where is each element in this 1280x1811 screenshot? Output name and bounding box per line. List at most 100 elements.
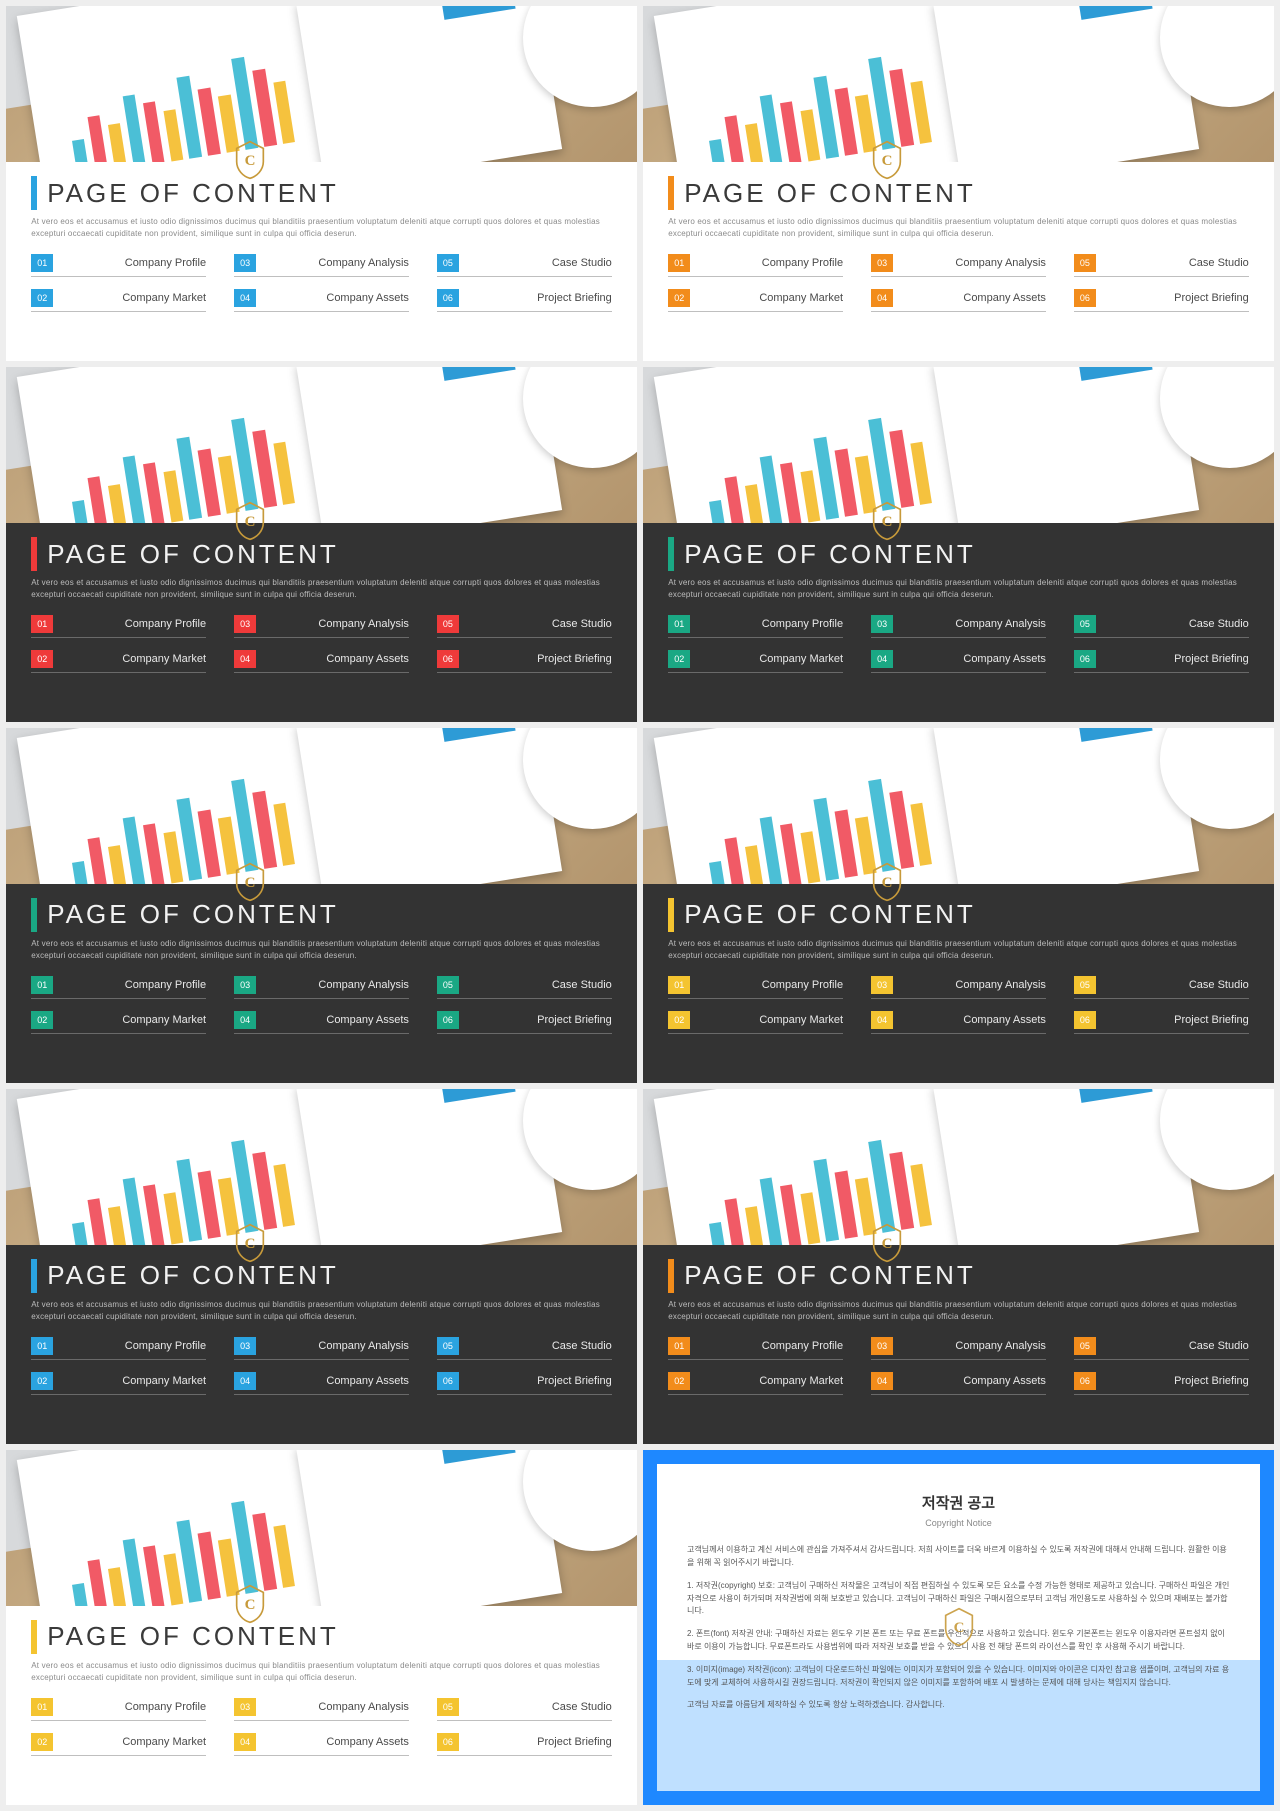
toc-item[interactable]: 05 Case Studio <box>1074 615 1249 638</box>
page-title: PAGE OF CONTENT <box>684 539 976 570</box>
toc-item[interactable]: 04 Company Assets <box>234 1372 409 1395</box>
toc-item[interactable]: 02 Company Market <box>31 1372 206 1395</box>
toc-item[interactable]: 02 Company Market <box>668 289 843 312</box>
title-accent-bar <box>31 176 37 210</box>
toc-item[interactable]: 04 Company Assets <box>871 1372 1046 1395</box>
toc-item[interactable]: 02 Company Market <box>31 650 206 673</box>
toc-item[interactable]: 06 Project Briefing <box>437 289 612 312</box>
toc-label: Case Studio <box>469 1701 612 1713</box>
toc-item[interactable]: 04 Company Assets <box>234 289 409 312</box>
toc-label: Company Analysis <box>903 257 1046 269</box>
toc-item[interactable]: 05 Case Studio <box>437 1698 612 1721</box>
toc-number: 06 <box>437 650 459 668</box>
toc-label: Project Briefing <box>1106 1014 1249 1026</box>
title-accent-bar <box>668 898 674 932</box>
toc-number: 06 <box>437 1733 459 1751</box>
toc-number: 02 <box>31 289 53 307</box>
toc-number: 06 <box>1074 289 1096 307</box>
toc-item[interactable]: 06 Project Briefing <box>1074 1011 1249 1034</box>
toc-item[interactable]: 01 Company Profile <box>31 1337 206 1360</box>
toc-item[interactable]: 02 Company Market <box>668 1011 843 1034</box>
toc-item[interactable]: 06 Project Briefing <box>1074 289 1249 312</box>
toc-item[interactable]: 05 Case Studio <box>437 976 612 999</box>
toc-item[interactable]: 05 Case Studio <box>1074 1337 1249 1360</box>
toc-item[interactable]: 03 Company Analysis <box>871 1337 1046 1360</box>
toc-item[interactable]: 03 Company Analysis <box>234 254 409 277</box>
toc-grid: 01 Company Profile 03 Company Analysis 0… <box>31 254 612 312</box>
slide-1: C PAGE OF CONTENT At vero eos et accusam… <box>6 6 637 361</box>
toc-item[interactable]: 03 Company Analysis <box>871 615 1046 638</box>
toc-label: Company Analysis <box>903 1340 1046 1352</box>
toc-item[interactable]: 04 Company Assets <box>234 650 409 673</box>
toc-label: Company Profile <box>700 979 843 991</box>
hero-photo <box>6 367 637 537</box>
toc-item[interactable]: 06 Project Briefing <box>437 1372 612 1395</box>
toc-item[interactable]: 06 Project Briefing <box>437 650 612 673</box>
toc-item[interactable]: 01 Company Profile <box>668 1337 843 1360</box>
toc-item[interactable]: 06 Project Briefing <box>1074 650 1249 673</box>
toc-item[interactable]: 03 Company Analysis <box>234 615 409 638</box>
toc-item[interactable]: 01 Company Profile <box>31 615 206 638</box>
toc-item[interactable]: 02 Company Market <box>668 650 843 673</box>
toc-label: Case Studio <box>469 979 612 991</box>
toc-label: Company Analysis <box>903 618 1046 630</box>
toc-item[interactable]: 04 Company Assets <box>871 1011 1046 1034</box>
toc-item[interactable]: 06 Project Briefing <box>1074 1372 1249 1395</box>
toc-item[interactable]: 01 Company Profile <box>668 615 843 638</box>
toc-item[interactable]: 04 Company Assets <box>871 650 1046 673</box>
toc-item[interactable]: 01 Company Profile <box>31 976 206 999</box>
toc-item[interactable]: 05 Case Studio <box>437 1337 612 1360</box>
hero-photo <box>6 728 637 898</box>
toc-label: Case Studio <box>469 1340 612 1352</box>
toc-item[interactable]: 04 Company Assets <box>234 1011 409 1034</box>
content-band: C PAGE OF CONTENT At vero eos et accusam… <box>6 1606 637 1805</box>
page-description: At vero eos et accusamus et iusto odio d… <box>31 1299 612 1323</box>
copyright-paragraph: 고객님께서 이용하고 계신 서비스에 관심을 가져주셔서 감사드립니다. 저희 … <box>687 1544 1230 1570</box>
toc-item[interactable]: 01 Company Profile <box>668 976 843 999</box>
toc-number: 04 <box>871 1011 893 1029</box>
title-accent-bar <box>31 1620 37 1654</box>
hero-photo <box>643 728 1274 898</box>
toc-item[interactable]: 02 Company Market <box>31 1011 206 1034</box>
toc-item[interactable]: 05 Case Studio <box>1074 976 1249 999</box>
watermark-icon: C <box>233 501 267 541</box>
toc-label: Company Market <box>63 1736 206 1748</box>
toc-item[interactable]: 03 Company Analysis <box>234 976 409 999</box>
page-description: At vero eos et accusamus et iusto odio d… <box>668 577 1249 601</box>
toc-label: Project Briefing <box>469 1014 612 1026</box>
page-title: PAGE OF CONTENT <box>684 899 976 930</box>
toc-item[interactable]: 01 Company Profile <box>31 1698 206 1721</box>
page-description: At vero eos et accusamus et iusto odio d… <box>31 938 612 962</box>
toc-number: 01 <box>31 615 53 633</box>
toc-number: 05 <box>1074 976 1096 994</box>
toc-item[interactable]: 03 Company Analysis <box>234 1698 409 1721</box>
toc-item[interactable]: 02 Company Market <box>31 1733 206 1756</box>
toc-item[interactable]: 06 Project Briefing <box>437 1733 612 1756</box>
toc-label: Company Assets <box>266 1736 409 1748</box>
toc-item[interactable]: 02 Company Market <box>668 1372 843 1395</box>
toc-item[interactable]: 04 Company Assets <box>234 1733 409 1756</box>
toc-item[interactable]: 06 Project Briefing <box>437 1011 612 1034</box>
toc-number: 04 <box>871 1372 893 1390</box>
toc-item[interactable]: 03 Company Analysis <box>234 1337 409 1360</box>
slide-7: C PAGE OF CONTENT At vero eos et accusam… <box>6 1089 637 1444</box>
toc-item[interactable]: 01 Company Profile <box>668 254 843 277</box>
toc-item[interactable]: 05 Case Studio <box>1074 254 1249 277</box>
toc-label: Company Assets <box>903 1014 1046 1026</box>
toc-number: 03 <box>234 254 256 272</box>
toc-item[interactable]: 02 Company Market <box>31 289 206 312</box>
toc-number: 01 <box>668 1337 690 1355</box>
toc-item[interactable]: 03 Company Analysis <box>871 976 1046 999</box>
watermark-icon: C <box>870 501 904 541</box>
toc-item[interactable]: 01 Company Profile <box>31 254 206 277</box>
hero-photo <box>6 1089 637 1259</box>
toc-item[interactable]: 04 Company Assets <box>871 289 1046 312</box>
toc-item[interactable]: 05 Case Studio <box>437 615 612 638</box>
toc-item[interactable]: 03 Company Analysis <box>871 254 1046 277</box>
toc-number: 05 <box>437 615 459 633</box>
toc-item[interactable]: 05 Case Studio <box>437 254 612 277</box>
toc-number: 05 <box>437 1698 459 1716</box>
toc-label: Project Briefing <box>1106 653 1249 665</box>
toc-number: 05 <box>1074 615 1096 633</box>
content-band: C PAGE OF CONTENT At vero eos et accusam… <box>6 523 637 722</box>
